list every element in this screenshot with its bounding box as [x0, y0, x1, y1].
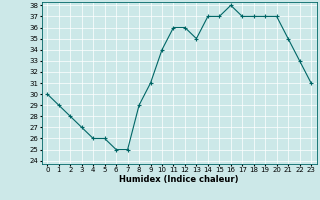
- X-axis label: Humidex (Indice chaleur): Humidex (Indice chaleur): [119, 175, 239, 184]
